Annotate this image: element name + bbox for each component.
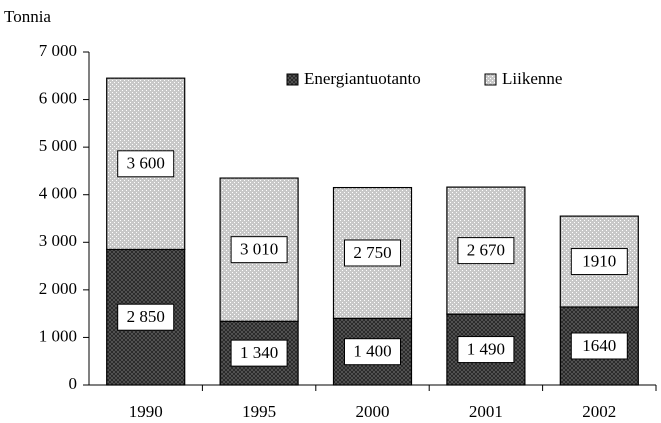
value-label: 2 750 — [353, 243, 391, 262]
value-label: 1 340 — [240, 343, 278, 362]
value-label-box — [230, 236, 288, 264]
y-tick-label: 3 000 — [39, 231, 77, 250]
legend-swatch — [484, 73, 497, 86]
value-label-box — [117, 303, 175, 331]
x-tick-label: 1990 — [129, 402, 163, 421]
value-label: 3 600 — [127, 154, 165, 173]
value-label: 1640 — [582, 336, 616, 355]
value-label-box — [457, 237, 515, 265]
value-label-box — [570, 248, 628, 276]
value-label: 1910 — [582, 251, 616, 270]
value-label-box — [230, 339, 288, 367]
x-tick-label: 2002 — [582, 402, 616, 421]
y-tick-label: 6 000 — [39, 88, 77, 107]
y-tick-label: 0 — [69, 374, 78, 393]
value-label-box — [344, 338, 401, 366]
x-tick-label: 1995 — [242, 402, 276, 421]
legend-label: Liikenne — [502, 69, 562, 88]
value-label: 1 490 — [467, 339, 505, 358]
value-label: 3 010 — [240, 240, 278, 259]
y-tick-label: 5 000 — [39, 136, 77, 155]
x-tick-label: 2001 — [469, 402, 503, 421]
legend-label: Energiantuotanto — [304, 69, 421, 88]
y-tick-label: 4 000 — [39, 184, 77, 203]
value-label-box — [457, 336, 515, 364]
value-label: 1 400 — [353, 342, 391, 361]
value-label: 2 850 — [127, 307, 165, 326]
y-tick-label: 1 000 — [39, 326, 77, 345]
x-tick-label: 2000 — [356, 402, 390, 421]
value-label-box — [344, 239, 401, 267]
value-label-box — [570, 332, 628, 360]
value-label-box — [117, 150, 175, 178]
y-axis-label: Tonnia — [4, 7, 51, 26]
y-tick-label: 7 000 — [39, 41, 77, 60]
value-label: 2 670 — [467, 241, 505, 260]
y-tick-label: 2 000 — [39, 279, 77, 298]
legend-swatch — [286, 73, 299, 86]
